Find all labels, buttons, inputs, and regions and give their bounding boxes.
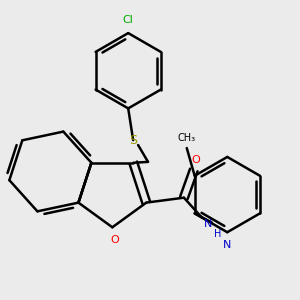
Text: O: O xyxy=(191,155,200,165)
Text: Cl: Cl xyxy=(123,15,134,25)
Text: CH₃: CH₃ xyxy=(178,133,196,143)
Text: O: O xyxy=(110,235,119,245)
Text: N: N xyxy=(204,220,212,230)
Text: H: H xyxy=(214,230,221,239)
Text: S: S xyxy=(129,134,137,147)
Text: N: N xyxy=(223,240,232,250)
